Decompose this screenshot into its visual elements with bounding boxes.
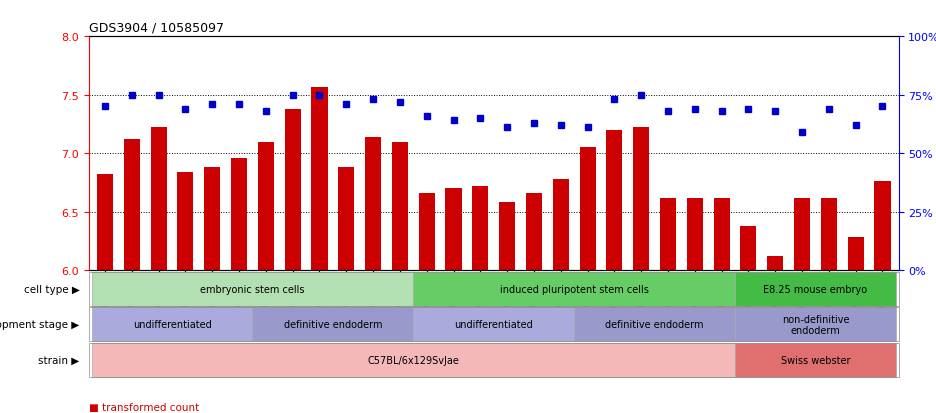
Text: undifferentiated: undifferentiated	[454, 320, 534, 330]
Text: undifferentiated: undifferentiated	[133, 320, 212, 330]
Bar	[392, 142, 408, 271]
Text: definitive endoderm: definitive endoderm	[284, 320, 382, 330]
Text: Swiss webster: Swiss webster	[781, 355, 850, 365]
Text: embryonic stem cells: embryonic stem cells	[200, 284, 305, 294]
Bar	[365, 138, 381, 271]
Bar	[579, 148, 595, 271]
Bar	[151, 128, 167, 271]
Text: strain ▶: strain ▶	[38, 355, 80, 365]
Bar	[97, 175, 113, 271]
Bar	[418, 194, 434, 271]
Bar	[338, 168, 355, 271]
Bar	[553, 180, 569, 271]
Bar	[204, 168, 220, 271]
Bar	[607, 131, 622, 271]
Text: GDS3904 / 10585097: GDS3904 / 10585097	[89, 21, 224, 35]
Text: definitive endoderm: definitive endoderm	[606, 320, 704, 330]
Bar	[526, 194, 542, 271]
Bar	[713, 198, 730, 271]
Bar	[499, 203, 515, 271]
Text: C57BL/6x129SvJae: C57BL/6x129SvJae	[367, 355, 460, 365]
Bar	[633, 128, 650, 271]
Bar	[848, 238, 864, 271]
Bar	[660, 198, 676, 271]
Bar	[312, 87, 328, 271]
Bar	[231, 159, 247, 271]
Text: cell type ▶: cell type ▶	[23, 284, 80, 294]
Bar	[124, 140, 139, 271]
Text: ■ transformed count: ■ transformed count	[89, 402, 199, 412]
Bar	[687, 198, 703, 271]
Bar	[178, 173, 194, 271]
Text: non-definitive
endoderm: non-definitive endoderm	[782, 314, 849, 335]
Text: induced pluripotent stem cells: induced pluripotent stem cells	[500, 284, 649, 294]
Bar	[446, 189, 461, 271]
Bar	[285, 109, 300, 271]
Text: development stage ▶: development stage ▶	[0, 320, 80, 330]
Bar	[473, 187, 489, 271]
Bar	[821, 198, 837, 271]
Text: E8.25 mouse embryo: E8.25 mouse embryo	[764, 284, 868, 294]
Bar	[794, 198, 810, 271]
Bar	[768, 256, 783, 271]
Bar	[740, 226, 756, 271]
Bar	[257, 142, 274, 271]
Bar	[874, 182, 890, 271]
